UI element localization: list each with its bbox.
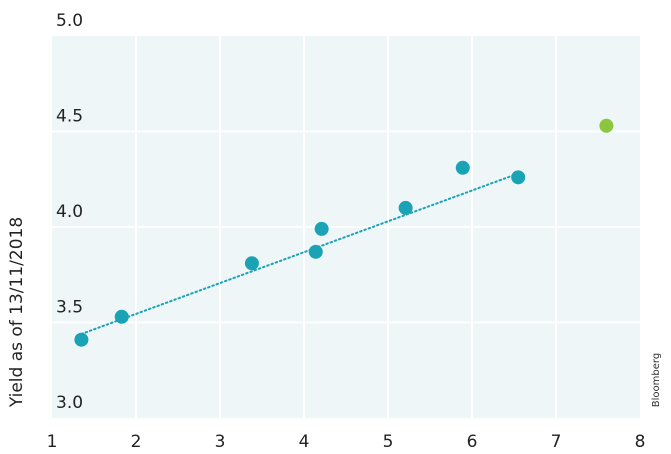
data-point [314,221,329,236]
x-tick-label: 1 [47,432,58,452]
data-point [74,332,89,347]
data-point [244,256,259,271]
data-point [308,244,323,259]
y-axis-label: Yield as of 13/11/2018 [7,217,27,408]
x-tick-label: 5 [383,432,394,452]
source-label: Bloomberg [651,353,662,407]
data-point [114,309,129,324]
gridlines [52,36,640,418]
x-tick-label: 7 [551,432,562,452]
x-tick-label: 2 [131,432,142,452]
x-tick-label: 4 [299,432,310,452]
y-tick-label: 3.5 [56,298,83,318]
x-tick-label: 8 [635,432,646,452]
data-point [511,170,526,185]
y-tick-label: 5.0 [56,11,83,31]
trendline [80,172,520,335]
y-tick-label: 4.0 [56,202,83,222]
data-points [74,118,614,347]
data-point [455,160,470,175]
data-point [599,118,614,133]
y-tick-label: 4.5 [56,107,83,127]
tick-labels: 1 2 3 4 5 6 7 8 3.0 3.5 4.0 4.5 5.0 [47,11,646,452]
y-tick-label: 3.0 [56,393,83,413]
data-point [398,200,413,215]
x-tick-label: 3 [215,432,226,452]
x-tick-label: 6 [467,432,478,452]
